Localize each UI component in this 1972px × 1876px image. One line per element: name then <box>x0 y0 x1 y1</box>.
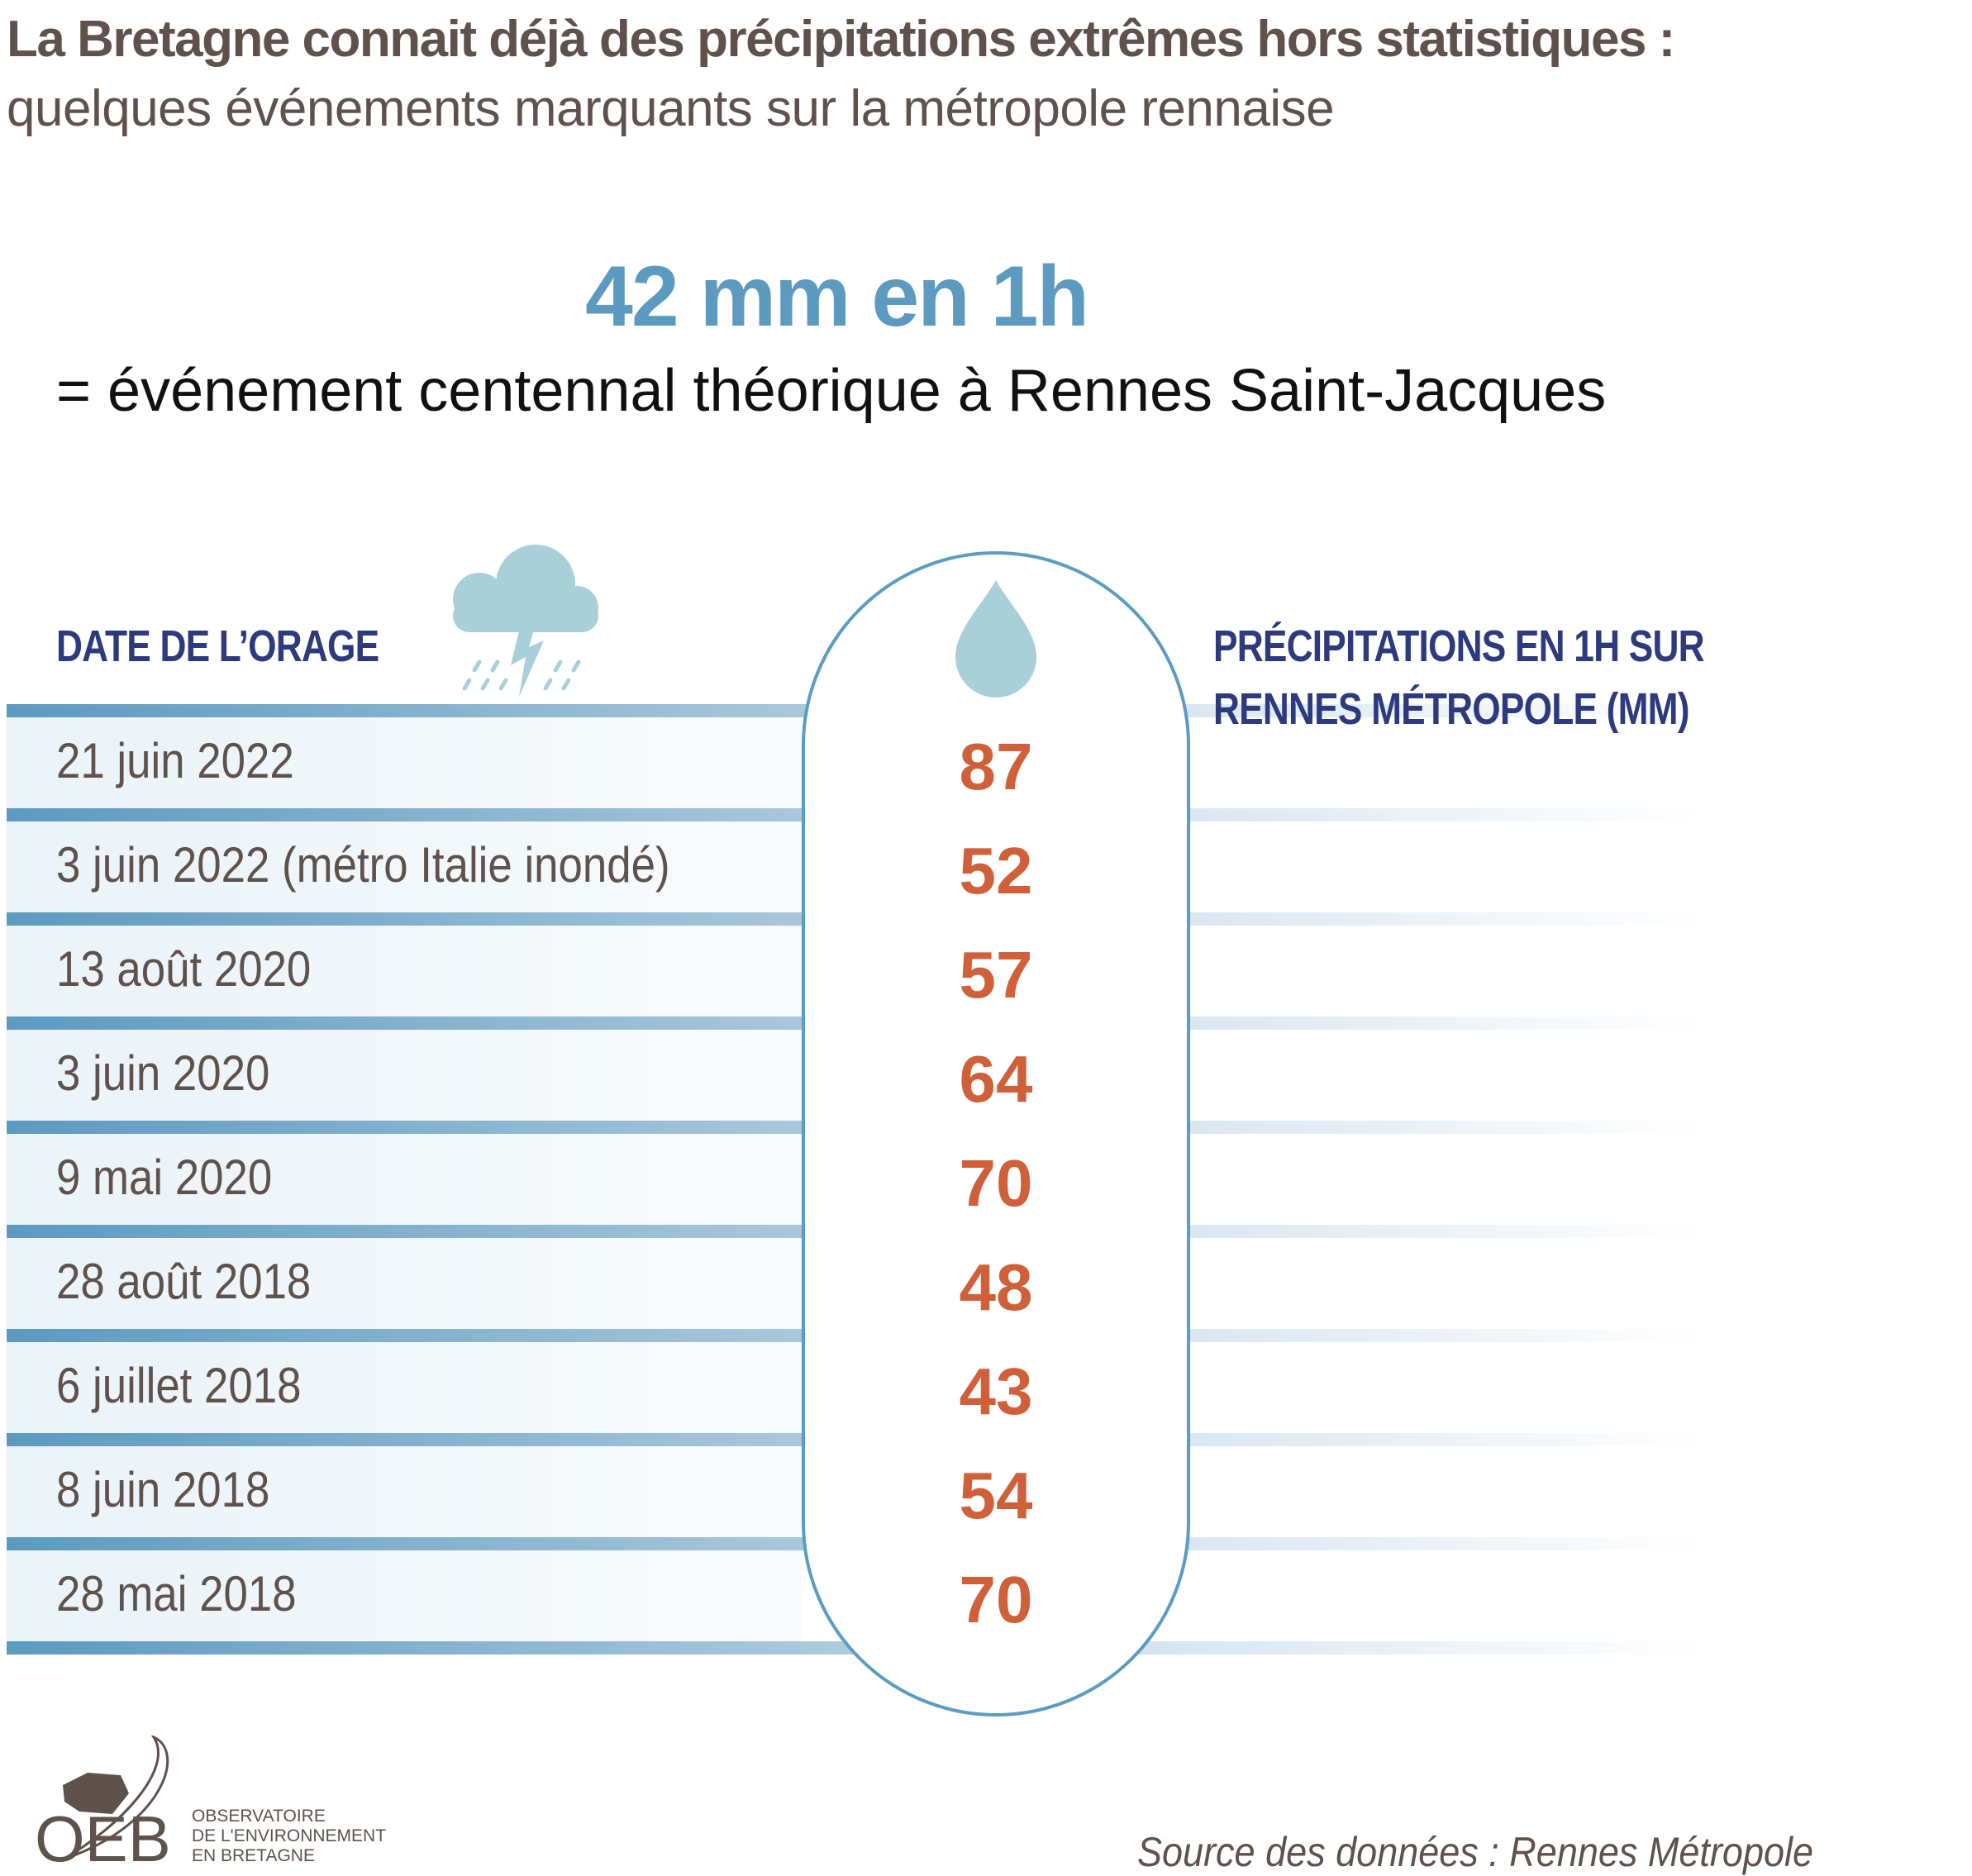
row-value: 52 <box>959 834 1033 907</box>
row-date: 3 juin 2020 <box>56 1045 270 1101</box>
row-date: 28 mai 2018 <box>56 1566 297 1621</box>
table-row: 21 juin 2022 <box>0 717 1972 808</box>
row-date: 28 août 2018 <box>56 1254 312 1309</box>
row-date: 3 juin 2022 (métro Italie inondé) <box>56 837 670 893</box>
page-subtitle: quelques événements marquants sur la mét… <box>7 80 1335 137</box>
row-date: 8 juin 2018 <box>56 1462 270 1517</box>
row-value: 48 <box>959 1250 1033 1324</box>
row-date: 9 mai 2020 <box>56 1150 273 1205</box>
source-note: Source des données : Rennes Métropole <box>1137 1829 1814 1875</box>
table-row: 28 août 2018 <box>0 1238 1972 1329</box>
table-row: 9 mai 2020 <box>0 1134 1972 1225</box>
headline-value: 42 mm en 1h <box>585 249 1089 345</box>
storm-cloud-icon <box>453 545 598 697</box>
row-value: 43 <box>959 1355 1033 1428</box>
logo-line2: DE L'ENVIRONNEMENT <box>192 1826 387 1845</box>
row-value: 57 <box>959 938 1033 1012</box>
logo-line3: EN BRETAGNE <box>192 1846 315 1865</box>
oeb-logo: OEB <box>35 1736 171 1864</box>
table-row: 28 mai 2018 <box>0 1550 1972 1641</box>
row-date: 6 juillet 2018 <box>56 1358 302 1413</box>
row-date: 21 juin 2022 <box>56 733 294 788</box>
table-row: 6 juillet 2018 <box>0 1342 1972 1433</box>
table-row: 13 août 2020 <box>0 926 1972 1017</box>
table-row: 3 juin 2020 <box>0 1030 1972 1121</box>
date-column-header: DATE DE L’ORAGE <box>56 621 379 671</box>
row-value: 64 <box>959 1042 1033 1116</box>
logo-line1: OBSERVATOIRE <box>192 1807 326 1826</box>
row-value: 70 <box>959 1146 1033 1220</box>
water-drop-icon <box>955 580 1036 698</box>
row-date: 13 août 2020 <box>56 941 312 997</box>
table-rows: 21 juin 2022 3 juin 2022 (métro Italie in… <box>0 704 1972 1655</box>
precip-column-header: PRÉCIPITATIONS EN 1H SUR RENNES MÉTROPOL… <box>1213 615 1705 740</box>
page-title: La Bretagne connait déjà des précipitati… <box>7 11 1675 68</box>
values-column: 87 52 57 64 70 48 43 54 70 <box>802 717 1190 1655</box>
row-value: 87 <box>959 730 1033 803</box>
table-row: 3 juin 2022 (métro Italie inondé) <box>0 821 1972 912</box>
values-capsule <box>802 551 1190 1716</box>
table-row: 8 juin 2018 <box>0 1446 1972 1537</box>
precip-header-line2: RENNES MÉTROPOLE (MM) <box>1213 684 1689 734</box>
logo-text: OBSERVATOIRE DE L'ENVIRONNEMENT EN BRETA… <box>192 1807 386 1866</box>
headline-explanation: = événement centennal théorique à Rennes… <box>56 358 1607 424</box>
row-value: 70 <box>959 1563 1033 1636</box>
precip-header-line1: PRÉCIPITATIONS EN 1H SUR <box>1213 621 1705 671</box>
logo-acronym: OEB <box>35 1802 171 1864</box>
row-value: 54 <box>959 1459 1033 1532</box>
